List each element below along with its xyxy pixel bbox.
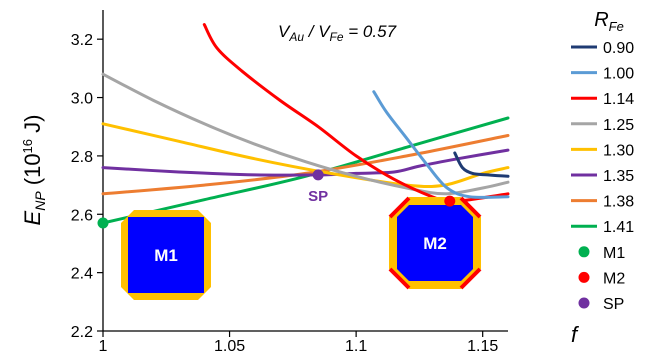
legend-label: 1.41	[603, 219, 634, 236]
x-axis-label: f	[571, 322, 580, 347]
inset-m2-label: M2	[423, 234, 447, 253]
series-line-1-35	[101, 148, 510, 177]
legend-item: 1.14	[571, 91, 634, 108]
legend-item: 1.41	[571, 219, 634, 236]
legend-item: M1	[578, 245, 625, 262]
legend-item: 0.90	[571, 40, 634, 57]
legend-item: M2	[578, 270, 625, 287]
y-axis-label-main: E	[20, 210, 45, 225]
legend-marker	[578, 246, 590, 258]
inset-m2-core	[397, 205, 473, 281]
legend-label: 1.38	[603, 194, 634, 211]
series-line-1-25	[101, 72, 510, 196]
annotation-rest: = 0.57	[344, 22, 397, 41]
x-tick-label: 1.15	[467, 338, 498, 353]
x-tick-label: 1	[99, 338, 108, 353]
inset-m1-core	[128, 217, 204, 293]
y-tick-label: 2.8	[71, 149, 93, 166]
point-m2	[444, 195, 456, 207]
legend-title-main: R	[594, 9, 608, 31]
annotation-sub2: Fe	[330, 30, 344, 44]
x-tick-label: 1.1	[345, 338, 367, 353]
legend-label: M2	[603, 270, 625, 287]
labels-layer: SP	[308, 188, 328, 205]
annotation-sep: / V	[304, 22, 331, 41]
legend-label: 1.00	[603, 66, 634, 83]
legend-label: SP	[603, 296, 624, 313]
legend-title-sub: Fe	[609, 19, 624, 34]
point-m1	[97, 217, 109, 229]
points-layer	[97, 169, 456, 229]
plot-area: 2.2 2.4 2.6 2.8 3.0 3.2 1 1.05 1.1 1.15 f ENP (1016…	[20, 10, 580, 353]
y-axis-label-sup: 16	[20, 139, 35, 153]
inset-m1: M1	[121, 210, 211, 300]
point-sp	[312, 169, 324, 181]
inset-m2-edge	[388, 267, 411, 290]
series-line-1-00	[372, 90, 510, 199]
legend-marker	[578, 297, 590, 309]
legend-label: 1.30	[603, 142, 634, 159]
x-tick-label: 1.05	[214, 338, 245, 353]
y-tick-label: 3.2	[71, 32, 93, 49]
series-layer	[101, 23, 510, 225]
legend-item: 1.25	[571, 117, 634, 134]
y-tick-label: 2.2	[71, 324, 93, 341]
annotation-main: V	[278, 22, 291, 41]
inset-m2-edge	[459, 267, 482, 290]
chart-annotation: VAu / VFe = 0.57	[278, 22, 397, 44]
legend-layer: RFe 0.90 1.00 1.14 1.25 1.30 1.35 1.38 1.41 M1 M2 S…	[571, 9, 634, 313]
legend-marker	[578, 271, 590, 283]
legend-label: 1.14	[603, 91, 634, 108]
y-axis-label-unit-open: (10	[20, 153, 45, 191]
y-axis-label-unit-close: J)	[20, 115, 45, 139]
legend-label: 1.25	[603, 117, 634, 134]
point-label-sp: SP	[308, 188, 328, 205]
legend-title: RFe	[594, 9, 624, 34]
y-axis-label-sub: NP	[32, 191, 48, 211]
legend-item: 1.38	[571, 194, 634, 211]
y-tick-label: 2.6	[71, 207, 93, 224]
y-tick-label: 3.0	[71, 91, 93, 108]
series-line-0-90	[453, 151, 510, 178]
inset-m2-edge	[388, 196, 411, 219]
legend-label: 0.90	[603, 40, 634, 57]
annotation-sub1: Au	[288, 30, 304, 44]
inset-m2: M2	[388, 196, 482, 290]
y-tick-label: 2.4	[71, 266, 93, 283]
legend-label: 1.35	[603, 168, 634, 185]
legend-label: M1	[603, 245, 625, 262]
legend-item: SP	[578, 296, 624, 313]
y-axis-label: ENP (1016 J)	[20, 115, 48, 226]
inset-m1-label: M1	[154, 246, 178, 265]
insets-layer: M1 M2	[121, 196, 482, 300]
inset-m2-edge	[459, 196, 482, 219]
legend-item: 1.35	[571, 168, 634, 185]
series-line-1-38	[101, 134, 510, 196]
legend-item: 1.30	[571, 142, 634, 159]
legend-item: 1.00	[571, 66, 634, 83]
